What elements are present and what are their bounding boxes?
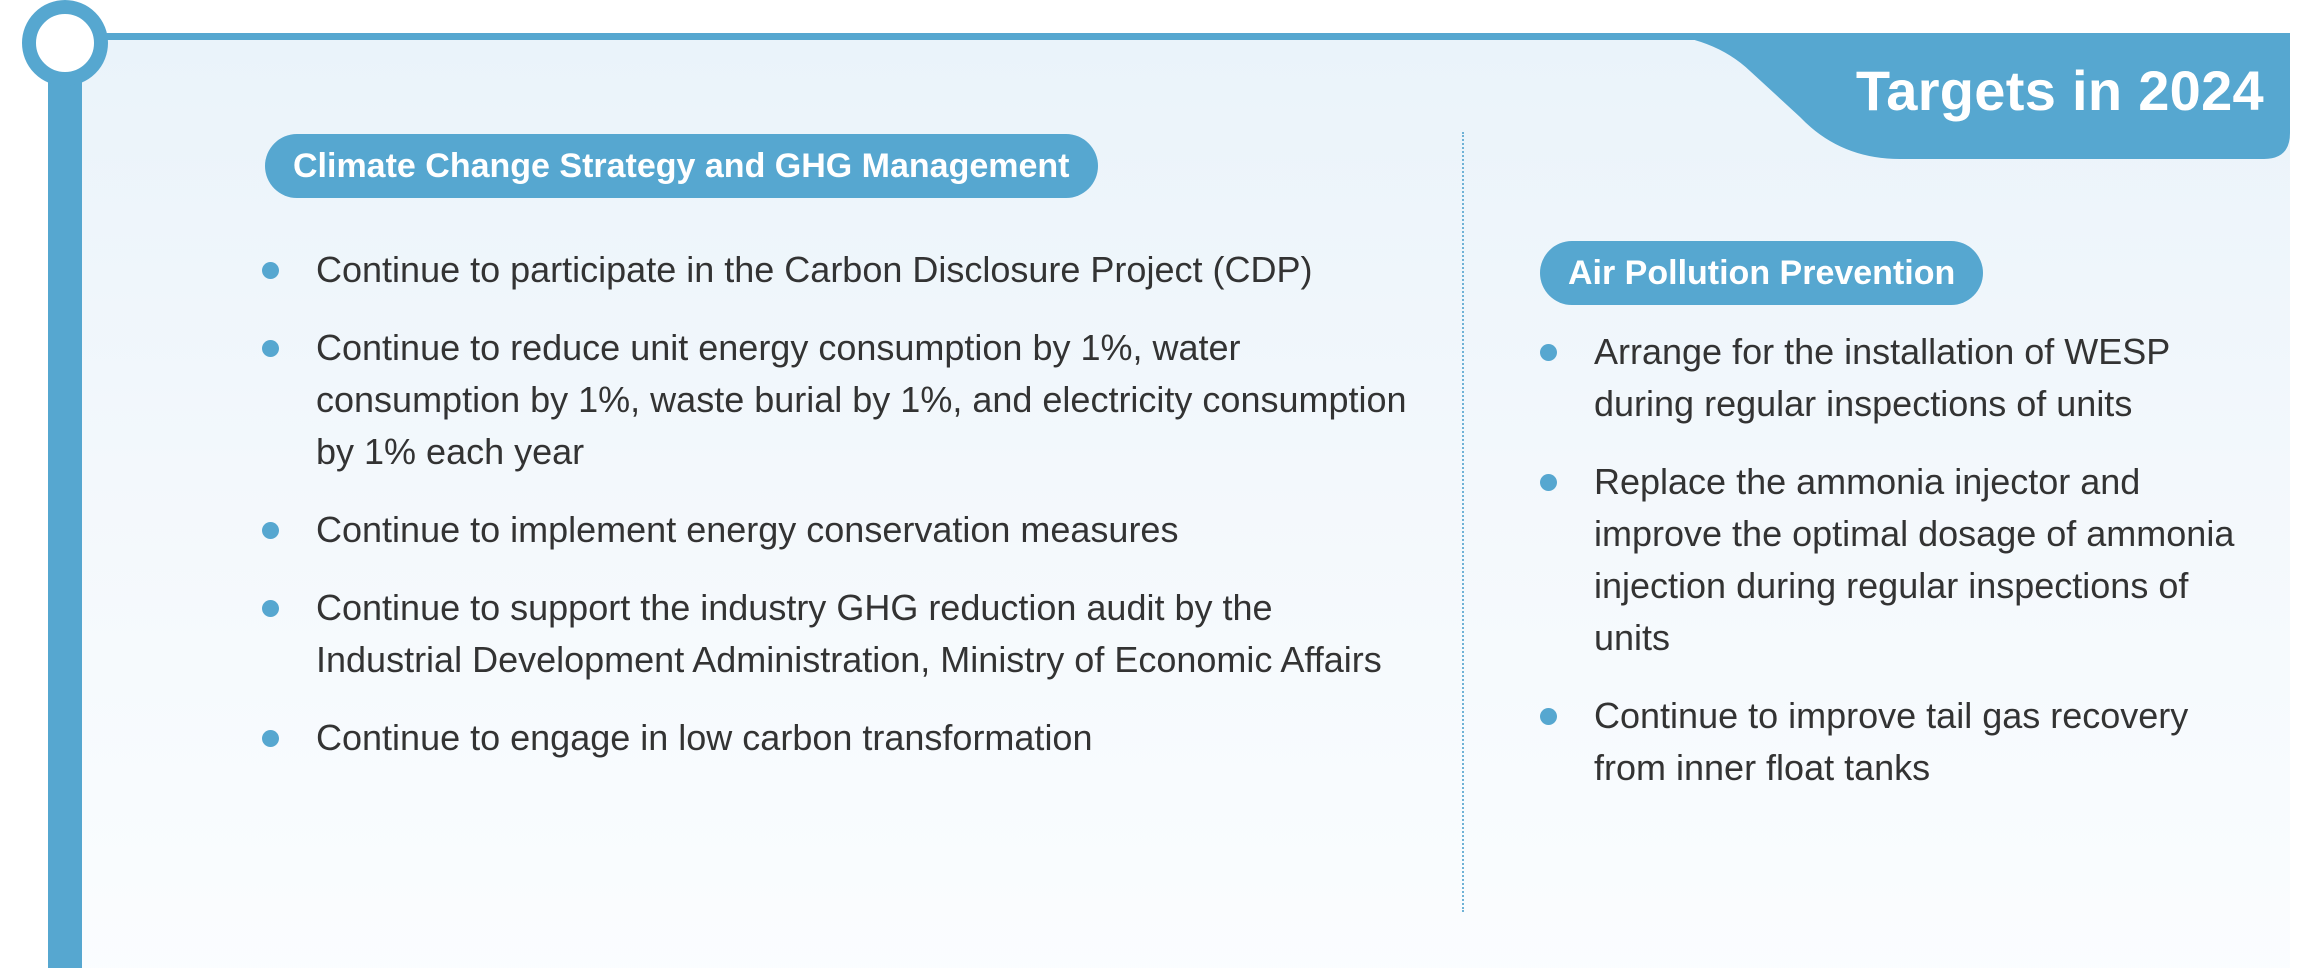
section-heading-climate: Climate Change Strategy and GHG Manageme… (265, 134, 1098, 198)
list-item-text: Continue to improve tail gas recovery fr… (1594, 695, 2189, 788)
top-border-line (64, 33, 2290, 40)
timeline-ring-marker (22, 0, 108, 86)
list-item-text: Replace the ammonia injector and improve… (1594, 461, 2235, 658)
list-item: Continue to reduce unit energy consumpti… (262, 322, 1422, 478)
list-item: Continue to support the industry GHG red… (262, 582, 1422, 686)
list-item: Arrange for the installation of WESP dur… (1540, 326, 2240, 430)
list-item-text: Continue to support the industry GHG red… (316, 587, 1382, 680)
timeline-spine (48, 40, 82, 968)
list-item-text: Continue to implement energy conservatio… (316, 509, 1179, 550)
list-item: Continue to engage in low carbon transfo… (262, 712, 1422, 764)
bullet-dot-icon (262, 340, 279, 357)
list-item-text: Arrange for the installation of WESP dur… (1594, 331, 2170, 424)
list-item: Continue to implement energy conservatio… (262, 504, 1422, 556)
column-divider (1462, 132, 1464, 912)
list-item-text: Continue to participate in the Carbon Di… (316, 249, 1313, 290)
air-pollution-targets-list: Arrange for the installation of WESP dur… (1540, 326, 2240, 820)
bullet-dot-icon (262, 600, 279, 617)
header-tab-shape (1590, 33, 2290, 159)
climate-targets-list: Continue to participate in the Carbon Di… (262, 244, 1422, 790)
bullet-dot-icon (1540, 344, 1557, 361)
bullet-dot-icon (1540, 708, 1557, 725)
bullet-dot-icon (1540, 474, 1557, 491)
bullet-dot-icon (262, 522, 279, 539)
section-heading-air-pollution: Air Pollution Prevention (1540, 241, 1984, 305)
list-item: Replace the ammonia injector and improve… (1540, 456, 2240, 664)
list-item-text: Continue to reduce unit energy consumpti… (316, 327, 1407, 472)
list-item: Continue to improve tail gas recovery fr… (1540, 690, 2240, 794)
list-item-text: Continue to engage in low carbon transfo… (316, 717, 1093, 758)
list-item: Continue to participate in the Carbon Di… (262, 244, 1422, 296)
bullet-dot-icon (262, 730, 279, 747)
page-title: Targets in 2024 (1855, 59, 2264, 122)
bullet-dot-icon (262, 262, 279, 279)
